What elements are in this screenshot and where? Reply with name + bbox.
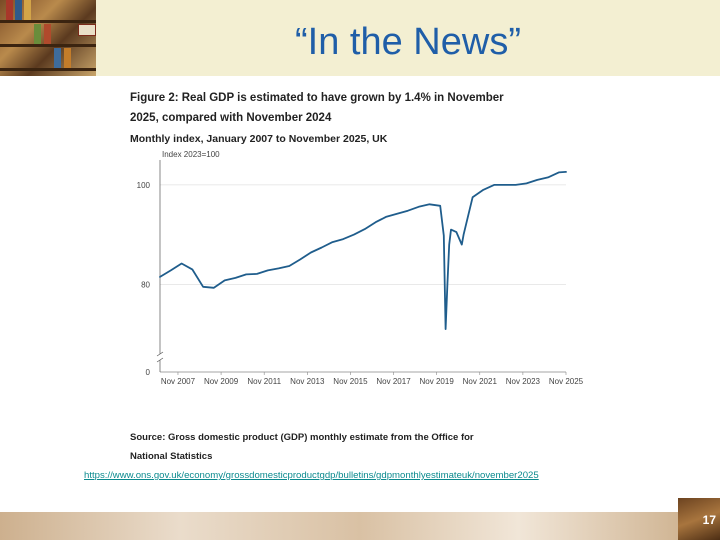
x-tick-label: Nov 2021 [463,377,498,386]
source-line-2: National Statistics [130,451,213,462]
slide-title: “In the News” [295,21,521,63]
gdp-series-line [159,171,567,330]
gdp-sign [78,24,96,36]
figure-source: Source: Gross domestic product (GDP) mon… [130,428,550,466]
x-tick-label: Nov 2019 [420,377,455,386]
y-axis-label: Index 2023=100 [162,150,220,159]
x-tick-label: Nov 2015 [333,377,368,386]
ons-bulletin-link[interactable]: https://www.ons.gov.uk/economy/grossdome… [84,470,539,481]
header-band [0,0,720,76]
y-tick-label-100: 100 [137,181,151,190]
figure-title-line-2: 2025, compared with November 2024 [130,112,332,124]
x-tick-label: Nov 2011 [247,377,281,386]
page-number: 17 [702,513,716,527]
x-tick-label: Nov 2009 [204,377,239,386]
source-line-1: Source: Gross domestic product (GDP) mon… [130,432,474,443]
x-tick-label: Nov 2023 [506,377,541,386]
figure-title-line-1: Figure 2: Real GDP is estimated to have … [130,92,504,104]
y-tick-label-0: 0 [146,368,151,377]
figure-title: Figure 2: Real GDP is estimated to have … [130,88,550,128]
y-tick-label-80: 80 [141,280,150,289]
gdp-line-chart: Index 2023=100 0 80 100 Nov 2007 Nov 2009 Nov… [128,150,588,390]
footer-photo [678,498,720,540]
library-photo [0,0,96,76]
figure-subtitle: Monthly index, January 2007 to November … [130,133,388,145]
footer-band [0,512,720,540]
axis-break-mark [156,351,164,357]
x-tick-label: Nov 2017 [376,377,411,386]
chart-svg: Index 2023=100 0 80 100 Nov 2007 Nov 2009 Nov… [137,150,584,386]
x-tick-label: Nov 2007 [161,377,196,386]
axis-break-mark [156,357,164,363]
x-tick-label: Nov 2025 [549,377,584,386]
x-tick-label: Nov 2013 [290,377,325,386]
